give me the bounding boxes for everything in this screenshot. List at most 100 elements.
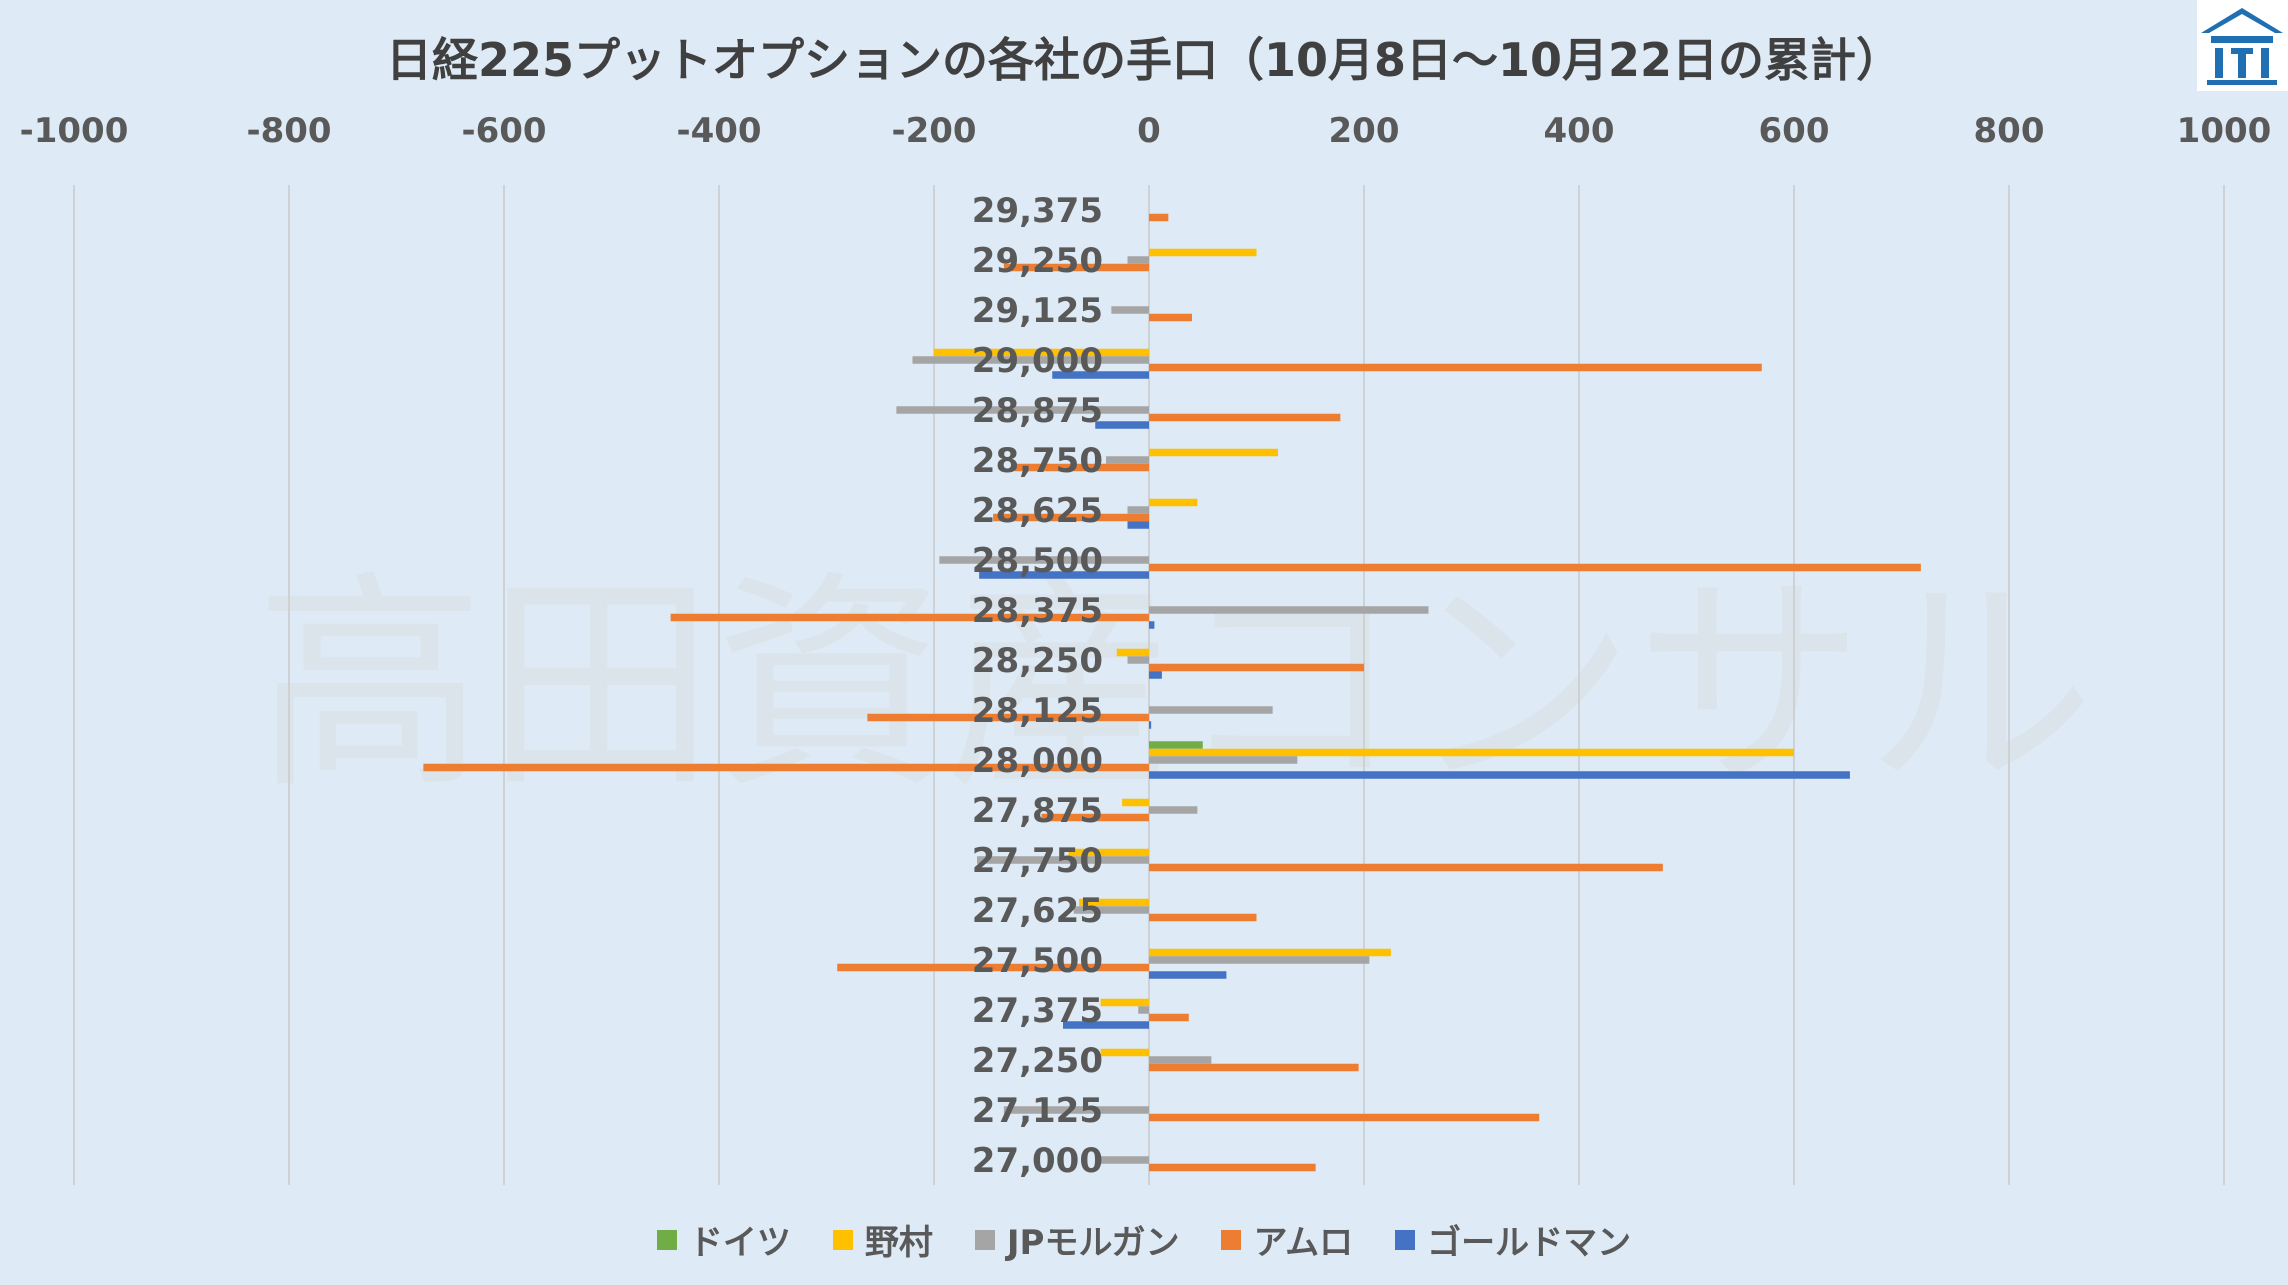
- y-tick-label: 27,125: [972, 1091, 1103, 1131]
- x-tick-label: 0: [1137, 111, 1161, 151]
- bar: [1106, 456, 1149, 464]
- bar: [1149, 1113, 1540, 1122]
- watermark: 高田資産コンサル: [255, 553, 2095, 820]
- bar: [1095, 421, 1149, 429]
- legend-item: 野村: [832, 1215, 933, 1264]
- bar: [1149, 363, 1762, 372]
- bars: [423, 213, 1921, 1172]
- y-tick-label: 28,125: [972, 691, 1103, 731]
- bar: [977, 856, 1149, 864]
- x-tick-label: -600: [461, 111, 546, 151]
- bar: [1149, 448, 1278, 457]
- bar: [1100, 1048, 1149, 1057]
- bar: [1116, 648, 1149, 657]
- bar: [896, 406, 1149, 414]
- x-tick-label: -1000: [20, 111, 129, 151]
- bar: [1149, 706, 1273, 714]
- company-logo-icon: [2197, 0, 2288, 91]
- bar: [1149, 741, 1203, 749]
- legend: ドイツ 野村 JPモルガン アムロ ゴールドマン: [0, 1215, 2288, 1264]
- x-tick-label: -800: [246, 111, 331, 151]
- bar: [1149, 863, 1663, 872]
- bar: [1149, 756, 1298, 764]
- bar: [1100, 998, 1149, 1007]
- x-axis-ticks: -1000 -800 -600 -400 -200 0 200 400 600 800 1000: [20, 111, 2272, 151]
- bar: [1041, 813, 1149, 822]
- legend-swatch: [1395, 1229, 1416, 1250]
- legend-label: JPモルガン: [1006, 1223, 1180, 1263]
- bar: [1149, 621, 1155, 629]
- x-tick-label: 600: [1759, 111, 1830, 151]
- bar: [1149, 213, 1169, 222]
- bar: [670, 613, 1149, 622]
- bar: [1063, 1021, 1149, 1029]
- chart-title: 日経225プットオプションの各社の手口（10月8日～10月22日の累計）: [385, 33, 1903, 87]
- y-tick-label: 27,750: [972, 841, 1103, 881]
- bar: [1111, 306, 1149, 314]
- legend-swatch: [656, 1229, 677, 1250]
- bar: [1149, 1063, 1359, 1072]
- legend-item: アムロ: [1221, 1215, 1353, 1264]
- bar: [1127, 656, 1149, 664]
- bar: [1052, 371, 1149, 379]
- bar: [1149, 748, 1794, 757]
- bar: [837, 963, 1149, 972]
- y-tick-label: 27,875: [972, 791, 1103, 831]
- y-axis-category-labels: 29,375 29,250 29,125 29,000 28,875 28,750 28,6…: [972, 191, 1103, 1181]
- legend-swatch: [832, 1229, 853, 1250]
- bar: [867, 713, 1149, 722]
- y-tick-label: 29,250: [972, 241, 1103, 281]
- legend-label: アムロ: [1253, 1223, 1354, 1263]
- bar: [1003, 263, 1149, 272]
- bar: [993, 513, 1149, 522]
- bar: [1138, 1006, 1149, 1014]
- x-tick-label: -400: [676, 111, 761, 151]
- bar: [1073, 906, 1149, 914]
- bar: [1149, 671, 1162, 679]
- y-tick-label: 28,875: [972, 391, 1103, 431]
- y-tick-label: 28,000: [972, 741, 1103, 781]
- legend-label: ドイツ: [688, 1223, 791, 1263]
- bar: [1149, 1056, 1212, 1064]
- bar: [1149, 948, 1391, 957]
- bar: [423, 763, 1149, 772]
- y-tick-label: 29,125: [972, 291, 1103, 331]
- bar: [1122, 798, 1149, 807]
- bar-chart: 高田資産コンサル -1000 -800 -600 -400 -200 0 200 400 600…: [20, 111, 2272, 1185]
- bar: [1149, 806, 1198, 814]
- bar: [1127, 521, 1149, 529]
- legend-label: ゴールドマン: [1427, 1223, 1632, 1263]
- bar: [1079, 898, 1149, 907]
- bar: [1127, 256, 1149, 264]
- bar: [1003, 1106, 1149, 1114]
- y-tick-label: 27,375: [972, 991, 1103, 1031]
- legend-item: JPモルガン: [974, 1215, 1180, 1264]
- bar: [1149, 956, 1370, 964]
- y-tick-label: 27,500: [972, 941, 1103, 981]
- y-tick-label: 27,250: [972, 1041, 1103, 1081]
- bar: [1100, 1156, 1149, 1164]
- bar: [1149, 563, 1921, 572]
- bar: [934, 348, 1149, 357]
- x-tick-label: 800: [1974, 111, 2045, 151]
- y-tick-label: 29,000: [972, 341, 1103, 381]
- x-tick-label: -200: [891, 111, 976, 151]
- bar: [1149, 663, 1364, 672]
- bar: [1068, 848, 1149, 857]
- bar: [939, 556, 1149, 564]
- bar: [1149, 248, 1257, 257]
- legend-item: ドイツ: [656, 1215, 791, 1264]
- bar: [1149, 498, 1198, 507]
- legend-swatch: [974, 1229, 995, 1250]
- y-tick-label: 28,500: [972, 541, 1103, 581]
- bar: [1149, 971, 1227, 979]
- bar: [1149, 771, 1850, 779]
- x-tick-label: 1000: [2177, 111, 2272, 151]
- bar: [1014, 463, 1149, 472]
- bar: [1149, 1163, 1316, 1172]
- bar: [979, 571, 1149, 579]
- legend-label: 野村: [864, 1223, 933, 1263]
- y-tick-label: 28,375: [972, 591, 1103, 631]
- bar: [1149, 1013, 1189, 1022]
- bar: [1149, 413, 1341, 422]
